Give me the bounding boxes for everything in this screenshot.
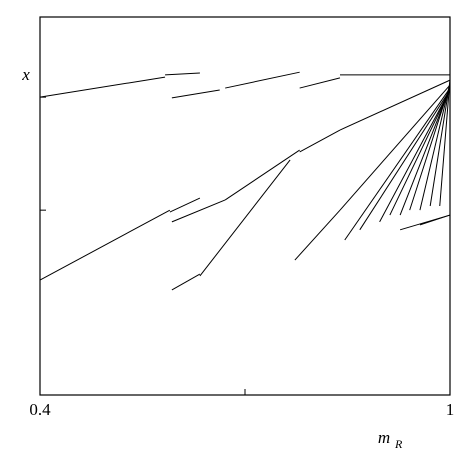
x-tick-label: 0.4 xyxy=(29,400,51,419)
data-line xyxy=(379,89,451,223)
data-line xyxy=(339,79,451,131)
data-line xyxy=(299,77,341,89)
data-line xyxy=(299,129,341,153)
data-line xyxy=(225,71,300,89)
data-line xyxy=(199,159,291,277)
data-line xyxy=(169,197,201,213)
data-line xyxy=(409,84,451,211)
x-axis-label-subscript: R xyxy=(394,437,403,451)
data-line xyxy=(165,72,200,76)
data-line xyxy=(344,87,451,241)
x-axis-label: m xyxy=(378,428,390,447)
x-tick-label: 1 xyxy=(446,400,455,419)
data-line xyxy=(389,89,451,216)
data-line xyxy=(419,214,451,226)
data-line xyxy=(171,273,201,291)
data-line xyxy=(419,83,451,211)
data-line xyxy=(439,79,451,207)
data-line xyxy=(359,89,451,231)
data-line xyxy=(429,81,451,207)
data-line xyxy=(339,84,451,211)
data-line xyxy=(294,209,341,261)
y-axis-label: x xyxy=(21,65,30,84)
data-line xyxy=(39,209,171,281)
data-line xyxy=(171,89,220,99)
data-line xyxy=(39,76,166,98)
data-line xyxy=(171,199,226,223)
data-line xyxy=(224,149,300,201)
